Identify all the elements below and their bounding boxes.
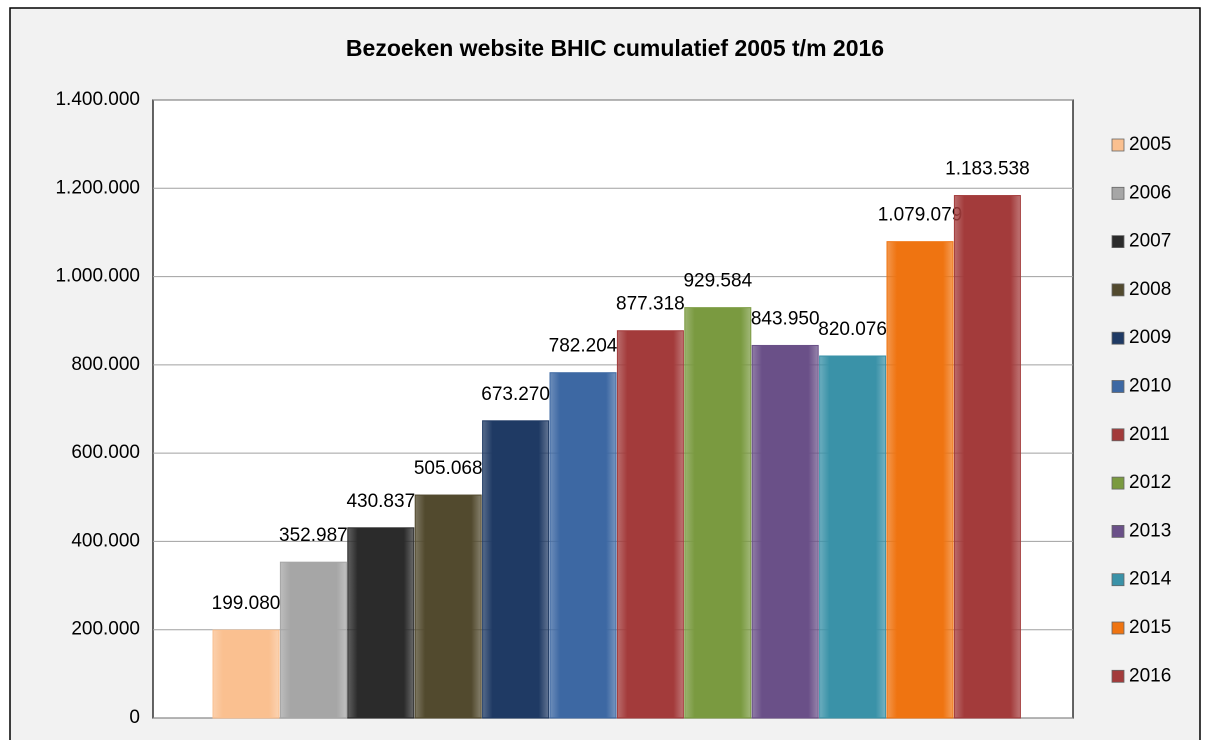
y-tick-label: 800.000 — [71, 354, 140, 375]
bar — [616, 330, 684, 719]
legend-swatch — [1111, 525, 1125, 538]
data-label: 430.837 — [346, 491, 415, 512]
legend-label: 2005 — [1129, 134, 1171, 155]
legend-label: 2008 — [1129, 279, 1171, 300]
bar — [347, 527, 415, 719]
legend-label: 2011 — [1129, 424, 1170, 445]
bar — [414, 494, 482, 719]
legend-label: 2012 — [1129, 472, 1171, 493]
data-label: 877.318 — [616, 294, 685, 315]
data-label: 199.080 — [212, 593, 281, 614]
data-label: 1.183.538 — [945, 159, 1030, 180]
chart-title: Bezoeken website BHIC cumulatief 2005 t/… — [346, 35, 884, 61]
data-label: 782.204 — [549, 336, 618, 357]
y-tick-label: 1.200.000 — [55, 177, 140, 198]
data-label: 843.950 — [751, 308, 820, 329]
legend-label: 2015 — [1129, 617, 1171, 638]
legend-swatch — [1111, 235, 1125, 249]
legend-swatch — [1111, 331, 1125, 345]
y-tick-label: 600.000 — [71, 442, 140, 463]
legend-swatch — [1111, 476, 1125, 490]
y-tick-label: 200.000 — [71, 619, 140, 640]
legend-label: 2010 — [1129, 376, 1171, 397]
y-tick-label: 1.000.000 — [55, 266, 140, 287]
y-tick-label: 1.400.000 — [55, 89, 140, 110]
bar — [684, 307, 752, 719]
legend-label: 2006 — [1129, 182, 1171, 203]
data-label: 673.270 — [481, 384, 550, 405]
legend-swatch — [1111, 428, 1125, 442]
legend-swatch — [1111, 380, 1125, 393]
legend-label: 2016 — [1129, 665, 1171, 686]
bar — [751, 344, 819, 719]
legend-label: 2007 — [1129, 231, 1171, 252]
legend-label: 2014 — [1129, 569, 1172, 590]
bar — [953, 195, 1021, 719]
bar — [279, 561, 347, 719]
bar — [819, 355, 887, 719]
data-label: 929.584 — [683, 271, 752, 292]
legend-label: 2013 — [1129, 520, 1171, 541]
bar — [549, 372, 617, 719]
legend-swatch — [1111, 283, 1125, 297]
bar — [212, 629, 280, 719]
legend-swatch — [1111, 138, 1125, 152]
legend-label: 2009 — [1129, 327, 1171, 348]
data-label: 1.079.079 — [878, 205, 963, 226]
data-label: 505.068 — [414, 458, 483, 479]
y-tick-label: 400.000 — [71, 530, 140, 551]
data-label: 352.987 — [279, 525, 348, 546]
legend-swatch — [1111, 186, 1125, 200]
bar — [886, 241, 954, 719]
legend-swatch — [1111, 573, 1125, 587]
data-label: 820.076 — [818, 319, 887, 340]
legend-swatch — [1111, 621, 1125, 635]
bar — [482, 420, 550, 719]
legend-swatch — [1111, 669, 1125, 683]
y-tick-label: 0 — [129, 707, 140, 728]
